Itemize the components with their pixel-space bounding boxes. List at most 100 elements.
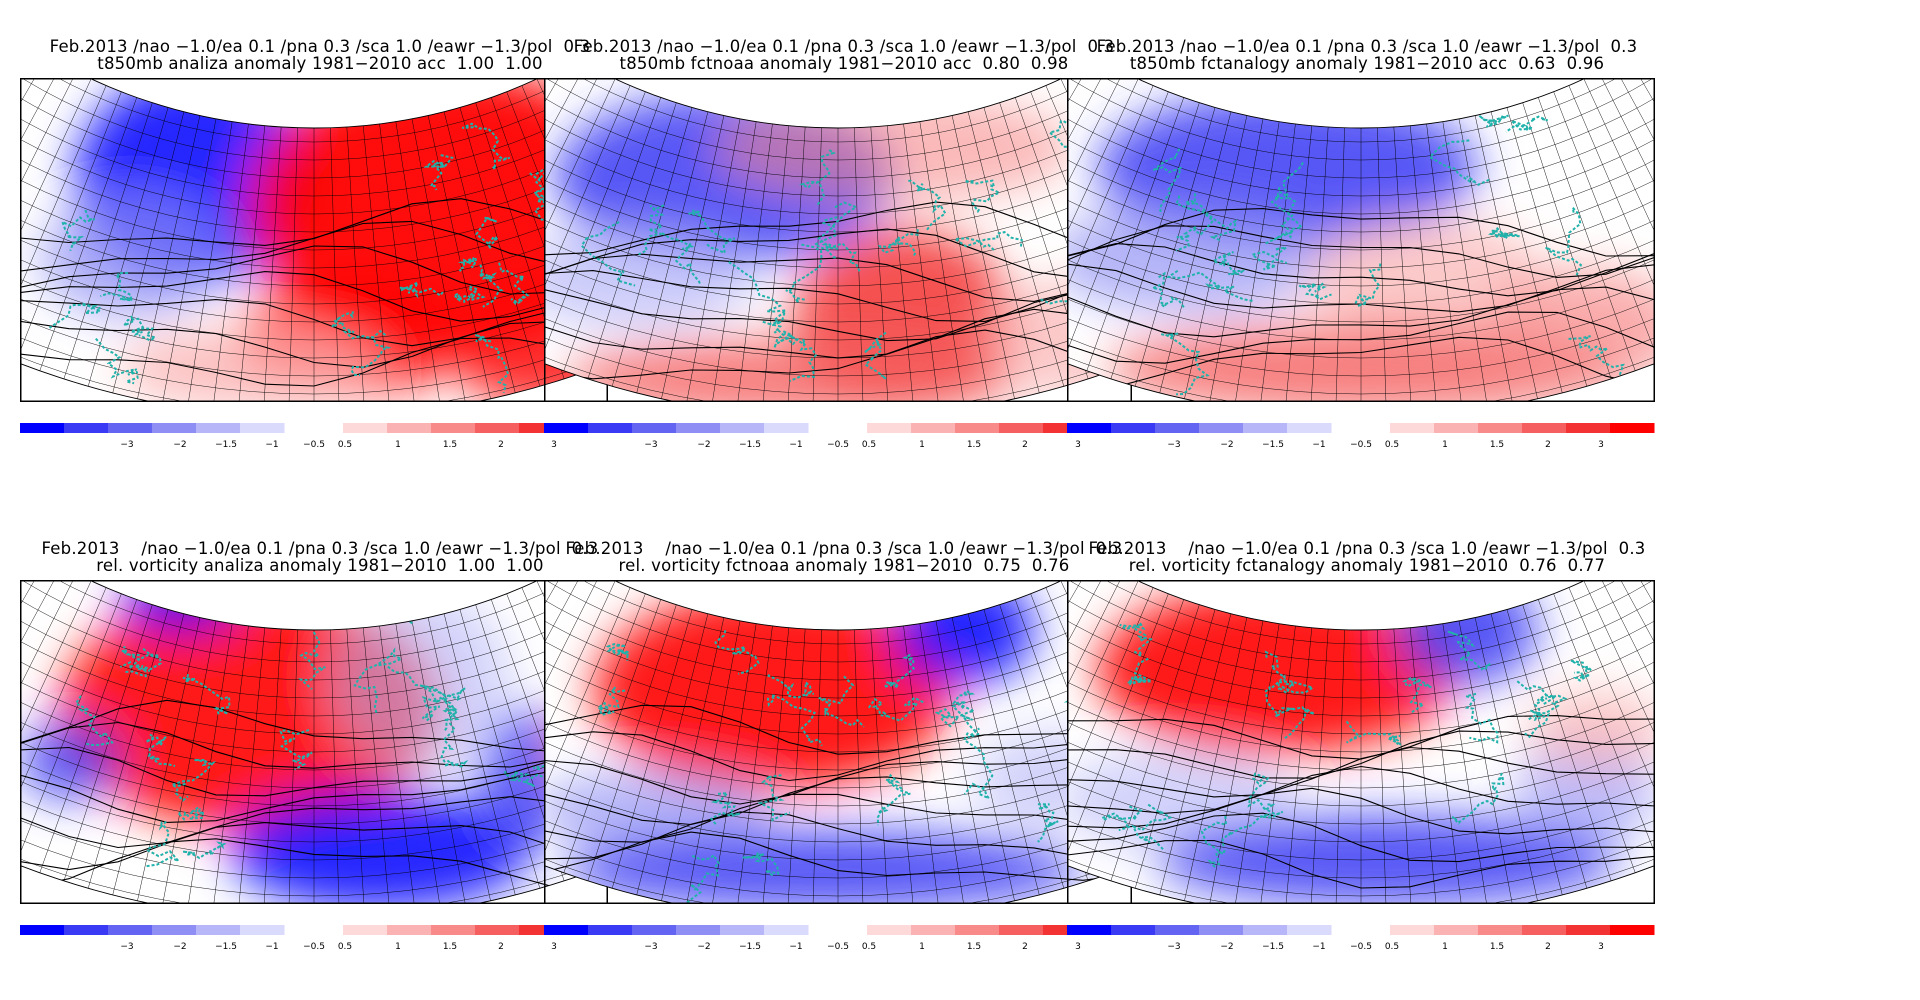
colorbar-swatch-negative: [720, 925, 765, 935]
colorbar-swatch-positive: [387, 925, 432, 935]
colorbar-swatch-positive: [999, 925, 1044, 935]
colorbar-swatch-negative: [64, 423, 109, 433]
panel-title-line2: t850mb fctanalogy anomaly 1981−2010 acc …: [1129, 54, 1605, 73]
colorbar-swatch-positive: [1043, 423, 1088, 433]
colorbar-swatch-negative: [1199, 423, 1244, 433]
colorbar-swatch-negative: [676, 925, 721, 935]
colorbar-tick-label: −3: [1167, 440, 1180, 450]
colorbar-tick-label: −0.5: [303, 942, 325, 952]
colorbar-swatch-negative: [720, 423, 765, 433]
colorbar-swatch-negative: [1111, 423, 1156, 433]
colorbar-swatch-positive: [475, 423, 520, 433]
panel-title-line1: Feb.2013 /nao −1.0/ea 0.1 /pna 0.3 /sca …: [1088, 539, 1646, 558]
panel-t850-fctanalogy: Feb.2013 /nao −1.0/ea 0.1 /pna 0.3 /sca …: [1057, 38, 1657, 498]
colorbar-swatch-negative: [632, 423, 677, 433]
colorbar-swatch-positive: [343, 925, 388, 935]
colorbar-swatch-negative: [764, 423, 809, 433]
colorbar-swatch-positive: [999, 423, 1044, 433]
colorbar-swatch-negative: [1067, 925, 1112, 935]
colorbar-tick-label: −0.5: [1350, 440, 1372, 450]
colorbar-swatch-negative: [20, 423, 65, 433]
colorbar-swatch-negative: [196, 925, 241, 935]
colorbar-tick-label: −1: [265, 440, 278, 450]
colorbar-swatch-negative: [1287, 423, 1332, 433]
colorbar-swatch-negative: [240, 925, 285, 935]
colorbar-tick-label: 3: [551, 942, 557, 952]
anomaly-shading: [1067, 750, 1297, 850]
panel-vorticity-fctnoaa: Feb.2013 /nao −1.0/ea 0.1 /pna 0.3 /sca …: [534, 540, 1134, 1000]
anomaly-shading: [564, 830, 1084, 904]
colorbar-tick-label: 0.5: [862, 942, 876, 952]
colorbar-tick-label: −1: [265, 942, 278, 952]
colorbar-tick-label: 0.5: [338, 440, 352, 450]
colorbar-swatch-negative: [1287, 925, 1332, 935]
colorbar-tick-label: −1: [789, 440, 802, 450]
colorbar-tick-label: 2: [1022, 942, 1028, 952]
panel-t850-analiza: Feb.2013 /nao −1.0/ea 0.1 /pna 0.3 /sca …: [10, 38, 610, 498]
colorbar-swatch-positive: [387, 423, 432, 433]
colorbar-swatch-positive: [1522, 925, 1567, 935]
anomaly-shading: [330, 590, 510, 770]
colorbar-swatch-positive: [867, 925, 912, 935]
colorbar-tick-label: 0.5: [862, 440, 876, 450]
colorbar-tick-label: −1.5: [739, 440, 761, 450]
colorbar-swatch-negative: [632, 925, 677, 935]
colorbar-tick-label: −1: [1312, 942, 1325, 952]
colorbar-swatch-negative: [108, 925, 153, 935]
colorbar-tick-label: −2: [1220, 942, 1233, 952]
colorbar-swatch-positive: [1610, 423, 1655, 433]
colorbar-swatch-negative: [1111, 925, 1156, 935]
colorbar-swatch-positive: [1522, 423, 1567, 433]
colorbar-swatch-positive: [519, 925, 564, 935]
colorbar-tick-label: 1.5: [967, 942, 981, 952]
anomaly-map: [1067, 78, 1655, 402]
colorbar-tick-label: 1: [395, 942, 401, 952]
colorbar-swatch-negative: [544, 925, 589, 935]
colorbar-tick-label: −3: [120, 440, 133, 450]
colorbar-tick-label: 1.5: [443, 942, 457, 952]
colorbar: −3 −2 −1.5 −1 −0.5 0.5 1 1.5 2 3: [20, 925, 610, 955]
anomaly-shading: [1097, 585, 1457, 755]
anomaly-shading: [1487, 268, 1655, 388]
colorbar-swatch-positive: [1610, 925, 1655, 935]
colorbar-swatch-negative: [764, 925, 809, 935]
colorbar-tick-label: −1.5: [1262, 942, 1284, 952]
panel-vorticity-fctanalogy: Feb.2013 /nao −1.0/ea 0.1 /pna 0.3 /sca …: [1057, 540, 1657, 1000]
colorbar-swatch-negative: [1067, 423, 1112, 433]
colorbar-swatch-positive: [1434, 925, 1479, 935]
colorbar-swatch-positive: [1390, 925, 1435, 935]
colorbar-tick-label: −1: [1312, 440, 1325, 450]
colorbar-swatch-positive: [431, 925, 476, 935]
colorbar-tick-label: −1.5: [739, 942, 761, 952]
colorbar-tick-label: −3: [1167, 942, 1180, 952]
anomaly-map: [20, 580, 608, 904]
colorbar-swatch-negative: [152, 423, 197, 433]
colorbar-swatch-positive: [911, 925, 956, 935]
colorbar-swatch-negative: [152, 925, 197, 935]
colorbar: −3 −2 −1.5 −1 −0.5 0.5 1 1.5 2 3: [1067, 925, 1657, 955]
colorbar-tick-label: −0.5: [827, 942, 849, 952]
colorbar-tick-label: 0.5: [1385, 942, 1399, 952]
colorbar: −3 −2 −1.5 −1 −0.5 0.5 1 1.5 2 3: [1067, 423, 1657, 453]
colorbar-swatch-positive: [867, 423, 912, 433]
colorbar-swatch-positive: [955, 423, 1000, 433]
colorbar-tick-label: −3: [120, 942, 133, 952]
colorbar: −3 −2 −1.5 −1 −0.5 0.5 1 1.5 2 3: [544, 423, 1134, 453]
colorbar-tick-label: 1: [919, 440, 925, 450]
colorbar-swatch-negative: [588, 423, 633, 433]
colorbar-tick-label: −2: [697, 440, 710, 450]
panel-title-line2: rel. vorticity analiza anomaly 1981−2010…: [96, 556, 544, 575]
anomaly-shading: [1397, 580, 1537, 685]
colorbar-tick-label: 2: [498, 942, 504, 952]
colorbar-swatch-negative: [196, 423, 241, 433]
panel-title-line2: rel. vorticity fctnoaa anomaly 1981−2010…: [618, 556, 1070, 575]
colorbar-tick-label: 1.5: [967, 440, 981, 450]
colorbar-swatch-positive: [1566, 925, 1611, 935]
panel-title-line2: t850mb fctnoaa anomaly 1981−2010 acc 0.8…: [619, 54, 1069, 73]
colorbar-swatch-positive: [1390, 423, 1435, 433]
colorbar-tick-label: −2: [697, 942, 710, 952]
colorbar-swatch-positive: [475, 925, 520, 935]
colorbar-swatch-positive: [519, 423, 564, 433]
anomaly-shading: [1527, 690, 1655, 770]
colorbar-swatch-negative: [240, 423, 285, 433]
